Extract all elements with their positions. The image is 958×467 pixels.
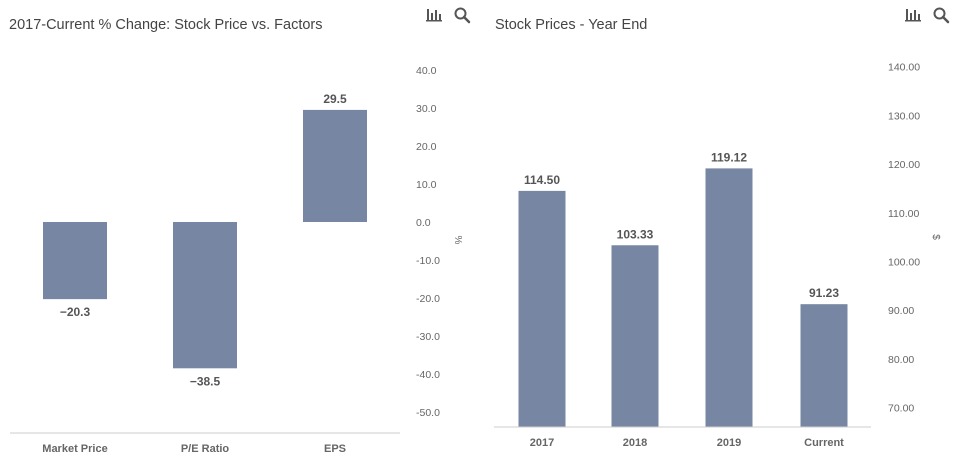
search-icon[interactable] [453, 6, 471, 24]
x-tick-label: P/E Ratio [181, 443, 230, 455]
y-tick-label: -50.0 [416, 407, 440, 419]
bar-market-price[interactable] [43, 222, 107, 300]
x-tick-label: EPS [324, 443, 346, 455]
stock-prices-plot: 114.50 103.33 119.12 91.23 2017 2018 2019 Curr… [494, 62, 941, 449]
y-tick-label: -40.0 [416, 369, 440, 381]
y-tick-label: 30.0 [416, 103, 437, 115]
percent-change-chart-panel: 2017-Current % Change: Stock Price vs. F… [0, 0, 478, 467]
bar-chart-icon[interactable] [425, 6, 443, 24]
x-tick-label: Current [804, 437, 844, 449]
y-tick-label: 10.0 [416, 179, 437, 191]
y-tick-label: 40.0 [416, 65, 437, 77]
data-label: 103.33 [617, 227, 654, 241]
stock-prices-chart-panel: Stock Prices - Year End 114.50 103.33 119.… [478, 0, 958, 467]
data-label: −38.5 [190, 374, 221, 388]
x-tick-label: Market Price [42, 443, 107, 455]
data-label: 29.5 [323, 92, 347, 106]
bar-eps[interactable] [303, 109, 367, 222]
search-icon[interactable] [932, 6, 950, 24]
bar-2018[interactable] [611, 245, 659, 427]
bar-p-e-ratio[interactable] [173, 222, 237, 369]
x-tick-label: 2017 [530, 437, 554, 449]
data-label: 91.23 [809, 286, 839, 300]
data-label: −20.3 [60, 305, 91, 319]
y-tick-label: 120.00 [888, 159, 920, 171]
data-label: 114.50 [524, 173, 560, 187]
data-label: 119.12 [711, 150, 747, 164]
y-tick-label: 0.0 [416, 217, 431, 229]
percent-change-plot: −20.3−38.529.5 Market Price P/E Ratio EPS … [10, 65, 463, 455]
y-tick-label: 70.00 [888, 403, 914, 415]
chart-title: 2017-Current % Change: Stock Price vs. F… [9, 17, 323, 33]
bar-2017[interactable] [518, 190, 566, 427]
bar-chart-icon[interactable] [904, 6, 922, 24]
y-tick-label: 20.0 [416, 141, 437, 153]
chart-title: Stock Prices - Year End [495, 17, 648, 33]
x-tick-label: 2019 [717, 437, 741, 449]
y-tick-label: -20.0 [416, 293, 440, 305]
bar-2019[interactable] [705, 168, 753, 428]
y-tick-label: 80.00 [888, 354, 914, 366]
y-tick-label: 130.00 [888, 110, 920, 122]
y-axis-label: % [452, 236, 463, 245]
y-tick-label: 100.00 [888, 256, 920, 268]
y-tick-label: 110.00 [888, 208, 919, 220]
y-tick-label: 140.00 [888, 62, 920, 74]
bar-current[interactable] [800, 304, 848, 427]
y-tick-label: 90.00 [888, 305, 914, 317]
x-tick-label: 2018 [623, 437, 647, 449]
y-axis-label: $ [930, 234, 941, 240]
y-tick-label: -10.0 [416, 255, 440, 267]
y-tick-label: -30.0 [416, 331, 440, 343]
